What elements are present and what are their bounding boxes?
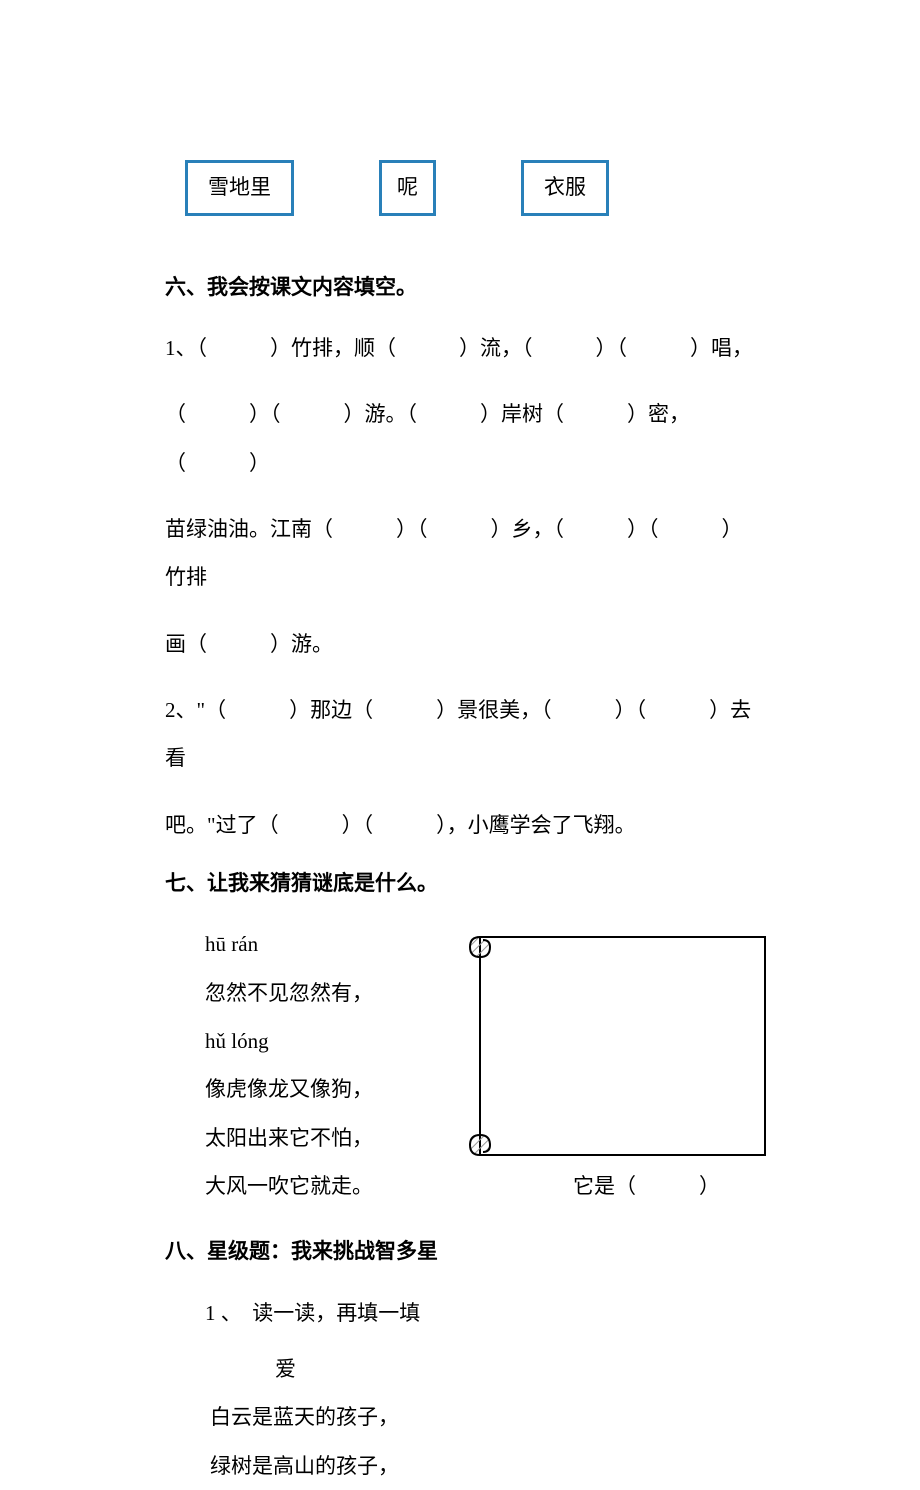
section-8-sub-1: 1 、 读一读，再填一填 — [165, 1289, 755, 1337]
word-boxes-row: 雪地里 呢 衣服 — [165, 160, 755, 216]
section-6-title: 六、我会按课文内容填空。 — [165, 271, 755, 305]
riddle-container: hū rán 忽然不见忽然有， hǔ lóng 像虎像龙又像狗， 太阳出来它不怕… — [165, 920, 755, 1210]
poem-title: 爱 — [165, 1345, 755, 1393]
section-6-line-1: 1、（ ）竹排，顺（ ）流，（ ）（ ）唱， — [165, 324, 755, 372]
section-6-line-2: （ ）（ ）游。（ ）岸树（ ）密，（ ） — [165, 390, 755, 487]
scroll-drawing-box — [465, 925, 770, 1170]
word-box-3: 衣服 — [521, 160, 609, 216]
section-7-title: 七、让我来猜猜谜底是什么。 — [165, 867, 755, 901]
riddle-line-4: 大风一吹它就走。 — [205, 1162, 373, 1210]
scroll-icon — [465, 925, 770, 1170]
section-6-line-6: 吧。"过了（ ）（ ），小鹰学会了飞翔。 — [165, 801, 755, 849]
poem-line-2: 绿树是高山的孩子， — [165, 1442, 755, 1490]
poem-line-1: 白云是蓝天的孩子， — [165, 1393, 755, 1441]
section-6-line-5: 2、"（ ）那边（ ）景很美，（ ）（ ）去看 — [165, 686, 755, 783]
word-box-2: 呢 — [379, 160, 436, 216]
section-6-line-3: 苗绿油油。江南（ ）（ ）乡，（ ）（ ）竹排 — [165, 505, 755, 602]
section-6-line-4: 画（ ）游。 — [165, 620, 755, 668]
section-8-title: 八、星级题：我来挑战智多星 — [165, 1235, 755, 1269]
word-box-1: 雪地里 — [185, 160, 294, 216]
